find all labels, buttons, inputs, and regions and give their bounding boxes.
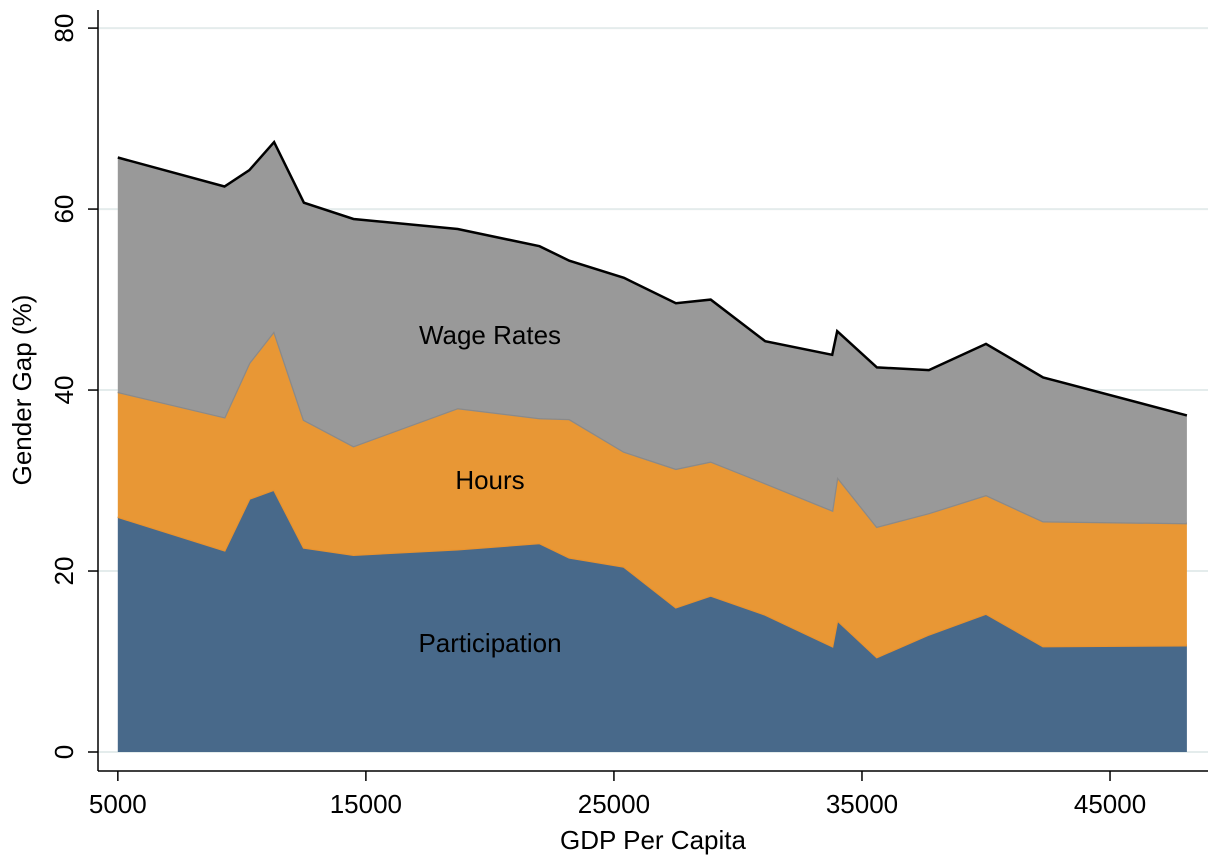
x-axis-label: GDP Per Capita: [560, 825, 746, 855]
x-tick-label: 35000: [826, 789, 898, 819]
x-tick-label: 25000: [578, 789, 650, 819]
x-tick-label: 45000: [1074, 789, 1146, 819]
y-tick-label: 20: [49, 557, 79, 586]
plot-area: [98, 27, 1208, 753]
y-axis-label: Gender Gap (%): [7, 295, 37, 486]
series-label: Hours: [455, 465, 524, 495]
y-tick-label: 80: [49, 14, 79, 43]
series-label: Wage Rates: [419, 320, 561, 350]
series-label: Participation: [418, 628, 561, 658]
y-tick-label: 60: [49, 195, 79, 224]
x-tick-label: 5000: [89, 789, 147, 819]
y-tick-label: 0: [49, 745, 79, 759]
x-tick-label: 15000: [330, 789, 402, 819]
area: [117, 331, 1187, 657]
area: [117, 142, 1187, 527]
area-edge: [117, 139, 1188, 417]
area: [117, 489, 1187, 752]
y-tick-label: 40: [49, 376, 79, 405]
